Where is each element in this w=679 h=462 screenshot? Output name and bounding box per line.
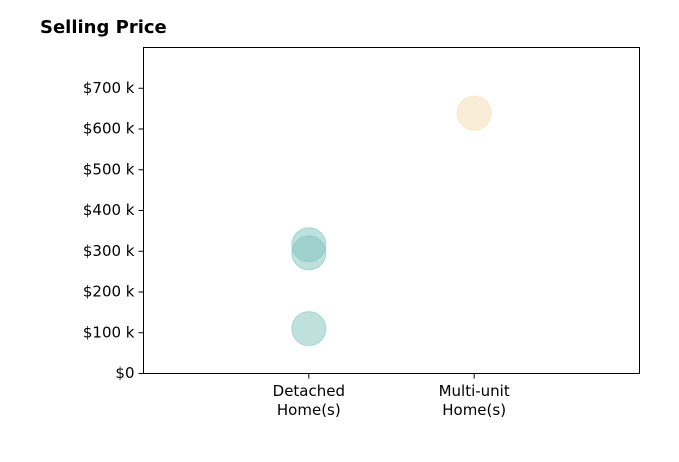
plot-frame: [143, 47, 640, 374]
y-tick-label: $600 k: [83, 120, 135, 138]
y-tick-label: $300 k: [83, 242, 135, 260]
y-tick-label: $400 k: [83, 201, 135, 219]
x-tick-label: Detached Home(s): [272, 382, 345, 419]
y-tick-label: $100 k: [83, 323, 135, 341]
y-tick-label: $700 k: [83, 79, 135, 97]
y-tick-label: $500 k: [83, 160, 135, 178]
x-tick-label: Multi-unit Home(s): [438, 382, 510, 419]
point: [291, 311, 327, 347]
chart-title: Selling Price: [40, 17, 167, 38]
y-tick-label: $0: [115, 364, 134, 382]
y-tick-label: $200 k: [83, 283, 135, 301]
point: [456, 95, 492, 131]
point: [291, 235, 327, 271]
